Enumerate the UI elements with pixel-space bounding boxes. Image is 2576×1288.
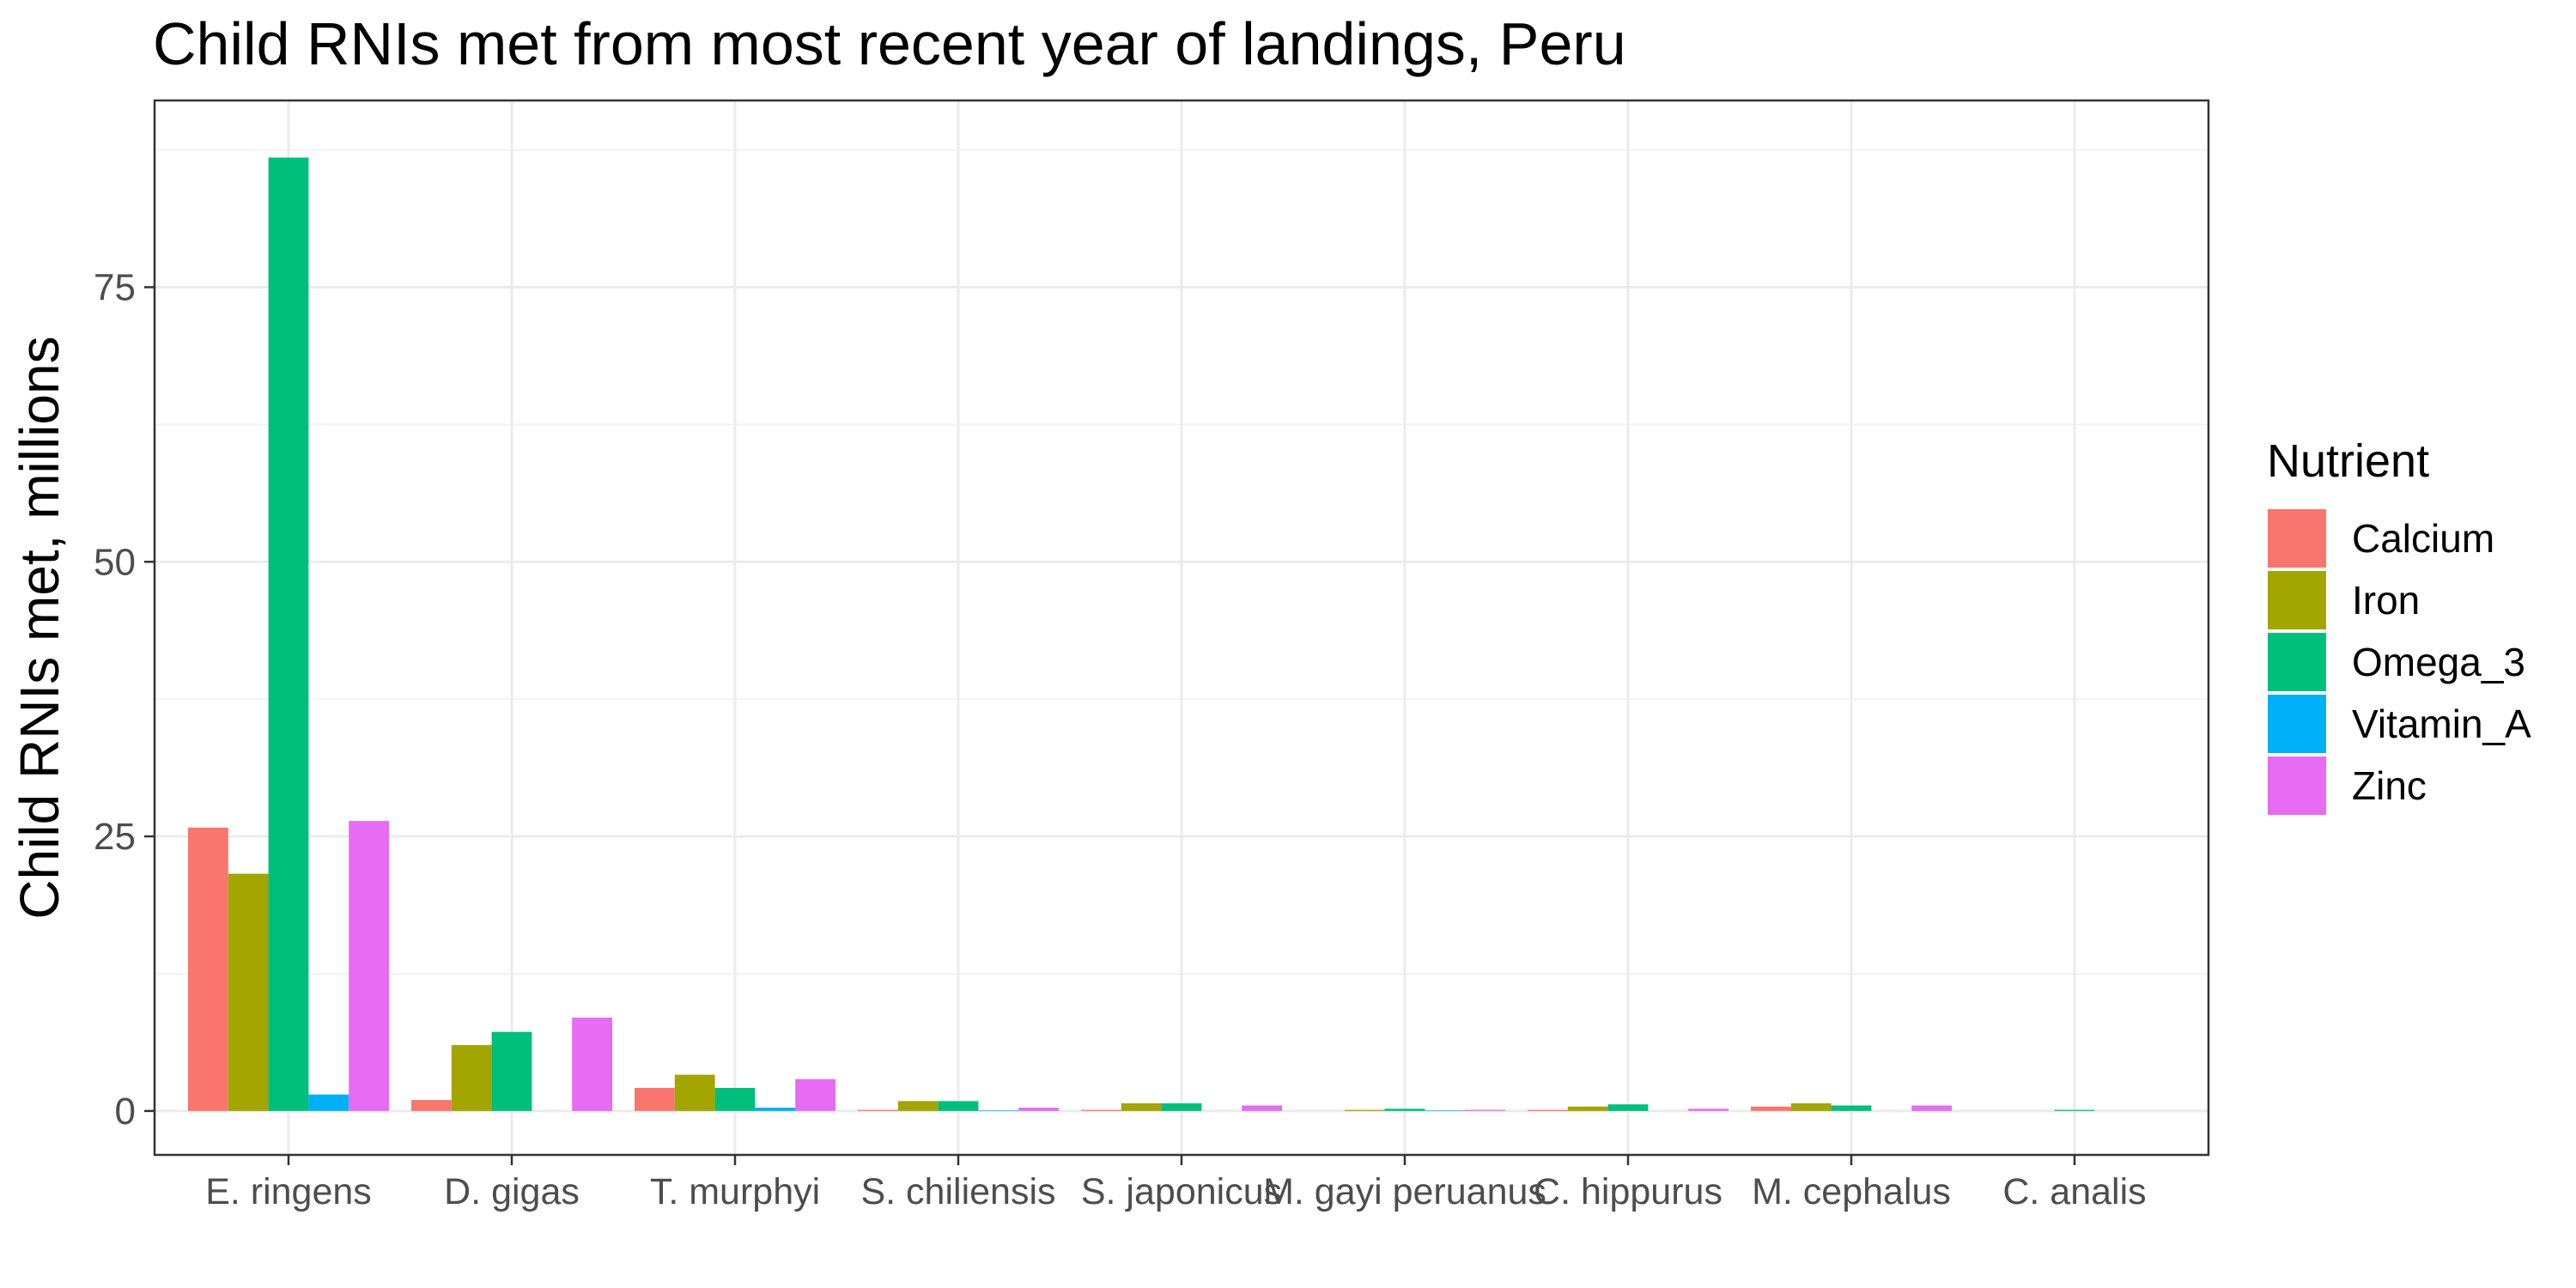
bar-zinc-2 [572,1018,612,1111]
bars [188,157,2095,1111]
x-tick-label: S. japonicus [1081,1171,1282,1212]
bar-omega-3-3 [714,1087,756,1111]
bar-vitamin-a-6 [1425,1110,1466,1111]
bar-omega-3-2 [491,1031,532,1111]
x-tick-label: M. gayi peruanus [1263,1171,1546,1212]
bar-zinc-1 [349,821,389,1111]
bar-omega-3-6 [1384,1109,1425,1111]
bar-zinc-8 [1911,1105,1952,1111]
legend-label: Zinc [2352,763,2427,808]
x-tick-label: M. cephalus [1752,1171,1951,1212]
bar-omega-3-4 [938,1101,979,1111]
bar-omega-3-8 [1831,1105,1872,1111]
x-tick-label: S. chiliensis [860,1171,1055,1212]
bar-vitamin-a-4 [978,1110,1019,1111]
bar-iron-2 [451,1045,492,1111]
y-tick-label: 25 [94,816,136,858]
bar-iron-8 [1790,1103,1832,1111]
y-axis: 0 25 50 75 [94,266,155,1133]
legend-label: Vitamin_A [2352,702,2531,746]
bar-vitamin-a-3 [755,1107,796,1111]
bar-zinc-5 [1242,1105,1282,1111]
bar-omega-3-7 [1607,1104,1649,1111]
y-tick-label: 75 [94,266,136,308]
legend-key-zinc [2268,756,2326,815]
bar-iron-5 [1121,1103,1162,1111]
bar-zinc-6 [1465,1109,1505,1111]
y-tick-label: 0 [115,1091,136,1133]
legend-key-vitamin-a [2268,695,2326,753]
bar-calcium-4 [858,1109,898,1111]
chart-title: Child RNIs met from most recent year of … [153,10,1626,77]
bar-iron-3 [674,1074,715,1111]
bar-calcium-5 [1081,1109,1121,1111]
x-tick-label: D. gigas [444,1171,580,1212]
bar-calcium-2 [411,1100,452,1111]
x-axis: E. ringens D. gigas T. murphyi S. chiliensi… [205,1155,2147,1212]
legend: Nutrient Calcium Iron Omega_3 Vitamin_A Zinc [2267,435,2531,815]
bar-calcium-1 [188,827,228,1111]
legend-label: Iron [2352,578,2420,623]
bar-calcium-7 [1528,1109,1568,1111]
bar-omega-3-5 [1161,1103,1202,1111]
bar-zinc-4 [1018,1107,1059,1111]
bar-iron-1 [228,873,269,1111]
legend-title: Nutrient [2267,435,2429,487]
bar-calcium-3 [635,1087,675,1111]
legend-key-calcium [2268,509,2326,568]
x-tick-label: E. ringens [205,1171,372,1212]
x-tick-label: C. analis [2002,1171,2146,1212]
bar-iron-7 [1567,1106,1608,1111]
x-tick-label: T. murphyi [650,1171,820,1212]
bar-iron-4 [897,1101,939,1111]
bar-zinc-3 [795,1078,835,1111]
bar-vitamin-a-1 [308,1094,349,1111]
bar-omega-3-9 [2054,1109,2095,1111]
bar-omega-3-1 [268,157,309,1111]
x-tick-label: C. hippurus [1534,1171,1722,1212]
y-tick-label: 50 [94,541,136,583]
legend-key-omega-3 [2268,633,2326,691]
bar-iron-6 [1344,1109,1385,1111]
legend-label: Omega_3 [2352,640,2525,684]
bar-zinc-7 [1688,1109,1728,1111]
legend-key-iron [2268,571,2326,629]
bar-calcium-8 [1751,1106,1791,1111]
legend-label: Calcium [2352,516,2494,561]
y-axis-label: Child RNIs met, millions [9,336,70,919]
